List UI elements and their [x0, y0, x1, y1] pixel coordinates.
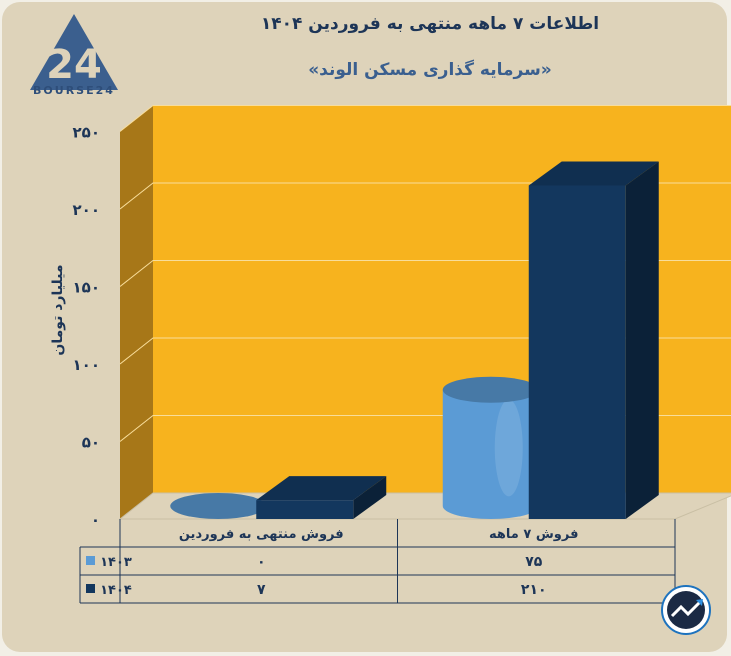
chart-title: اطلاعات ۷ ماهه منتهی به فروردین ۱۴۰۴: [260, 14, 600, 34]
data-label: ۷: [257, 582, 266, 598]
bar-cylinder-top: [170, 493, 267, 519]
y-axis-label: میلیارد تومان: [50, 264, 66, 356]
gridline: [119, 105, 731, 132]
trend-badge-icon: [661, 585, 711, 635]
bar-cylinder-top: [442, 376, 539, 403]
logo-text: BOURSE24: [33, 84, 115, 97]
bourse24-logo: 24: [30, 14, 118, 90]
legend-swatch: [86, 556, 95, 565]
bar-box-top: [256, 476, 387, 501]
y-tick-label: ۱۰۰: [73, 356, 100, 374]
bar-box-side: [353, 476, 387, 519]
bar-highlight: [494, 399, 523, 497]
legend-label: ۱۴۰۴: [100, 583, 132, 598]
data-label: ۷۵: [525, 554, 543, 570]
y-tick-label: ۵۰: [82, 434, 100, 452]
y-tick-label: ۲۵۰: [73, 124, 100, 142]
data-label: ۰: [257, 554, 266, 570]
category-label: فروش منتهی به فروردین: [179, 527, 344, 542]
side-wall: [120, 105, 153, 519]
legend-swatch: [86, 584, 95, 593]
category-label: فروش ۷ ماهه: [489, 527, 578, 542]
bar-box-front: [528, 185, 626, 519]
legend-label: ۱۴۰۳: [100, 555, 132, 570]
y-tick-label: ۱۵۰: [73, 279, 100, 297]
logo-mark: 24: [46, 42, 102, 88]
bar-box-front: [256, 500, 354, 519]
y-tick-label: ۰: [91, 511, 100, 529]
bar-box-top: [528, 161, 659, 186]
data-label: ۲۱۰: [521, 582, 547, 598]
bar-cylinder-body: [442, 389, 539, 519]
chart-subtitle: «سرمایه گذاری مسکن الوند»: [308, 60, 552, 80]
y-tick-label: ۲۰۰: [73, 201, 100, 219]
bar-box-side: [625, 161, 659, 519]
